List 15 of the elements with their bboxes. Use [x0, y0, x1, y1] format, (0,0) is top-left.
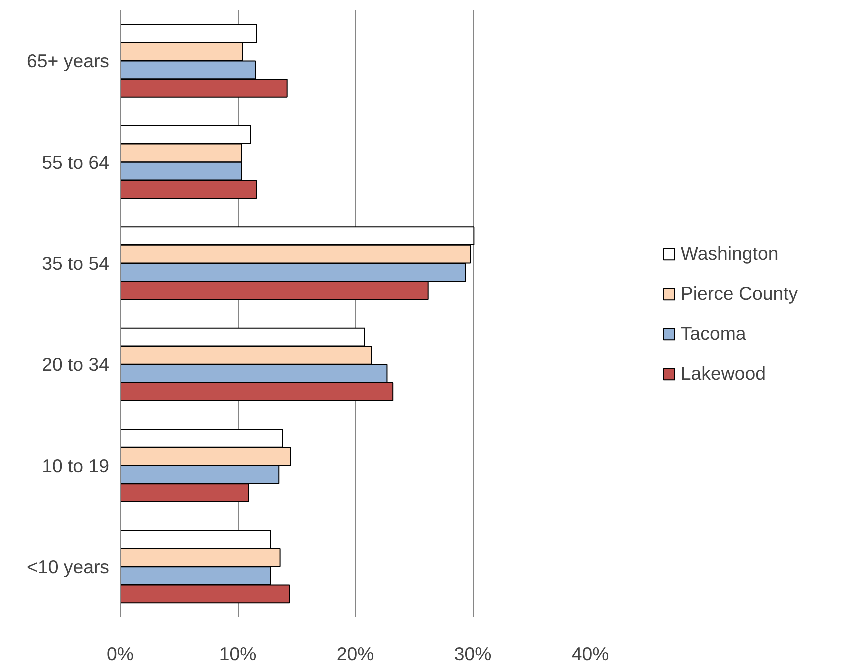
legend-label: Lakewood: [680, 362, 766, 384]
x-tick-label: 30%: [454, 644, 492, 664]
legend-label: Tacoma: [680, 322, 746, 344]
y-tick-label: 10 to 19: [42, 455, 110, 476]
x-tick-label: 10%: [219, 644, 257, 664]
y-tick-label: 55 to 64: [42, 152, 110, 173]
x-tick-label: 20%: [336, 644, 374, 664]
y-tick-label: 65+ years: [27, 50, 110, 72]
x-tick-label: 0%: [107, 644, 134, 664]
y-tick-label: <10 years: [27, 556, 110, 578]
y-tick-label: 35 to 54: [42, 252, 110, 274]
legend-label: Pierce County: [680, 282, 798, 304]
y-tick-label: 20 to 34: [42, 354, 110, 376]
x-tick-label: 40%: [572, 644, 610, 664]
legend-label: Washington: [680, 242, 779, 264]
